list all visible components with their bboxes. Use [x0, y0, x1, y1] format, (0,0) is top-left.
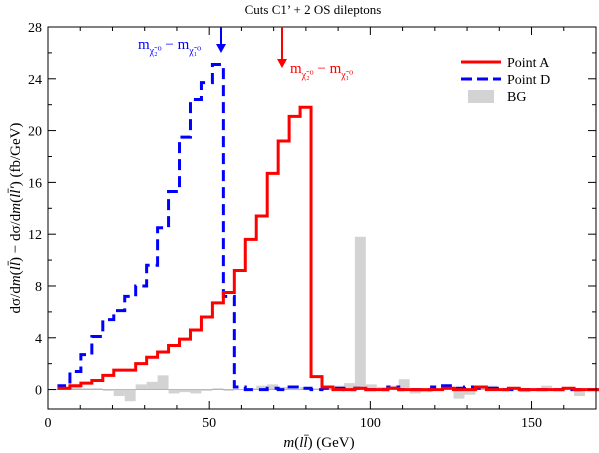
bg-bar	[256, 385, 268, 390]
plot-frame	[47, 26, 597, 410]
legend: Point A Point D BG	[461, 56, 550, 105]
series-line-point-a	[57, 105, 599, 392]
legend-label-point-d: Point D	[507, 73, 550, 88]
bg-bar	[168, 389, 180, 394]
bg-bar	[453, 389, 465, 399]
y-tick-label: 16	[28, 176, 42, 191]
bg-bar	[212, 388, 224, 390]
bg-bar	[190, 389, 202, 394]
bg-bar	[365, 384, 377, 390]
signal-series	[48, 63, 599, 392]
series-line-point-d	[57, 63, 599, 392]
x-tick-label: 150	[521, 416, 542, 431]
bg-bar	[311, 388, 322, 390]
bg-bar	[354, 236, 366, 390]
bg-bar	[574, 389, 586, 397]
bg-bar	[267, 384, 279, 390]
x-tick-label: 50	[202, 416, 216, 431]
arrow-point-a: mχ̃₂⁰ − mχ̃₁⁰	[277, 27, 353, 81]
bg-bar	[179, 389, 191, 393]
y-tick-label: 0	[35, 384, 42, 399]
bg-bar	[464, 389, 476, 395]
legend-label-point-a: Point A	[507, 56, 550, 71]
bg-bar	[69, 386, 81, 390]
axis-ticks	[47, 26, 597, 409]
annotation-mass-diff-a: mχ̃₂⁰ − mχ̃₁⁰	[290, 61, 353, 81]
bg-bar	[102, 389, 114, 391]
x-tick-labels: 0 50 100 150	[45, 416, 543, 431]
y-tick-label: 4	[35, 332, 42, 347]
bg-series	[69, 236, 596, 402]
bg-bar	[135, 384, 147, 390]
y-tick-label: 8	[35, 280, 42, 295]
legend-swatch-bg	[468, 90, 494, 103]
bg-bar	[201, 389, 213, 391]
bg-bar	[223, 389, 235, 391]
bg-bar	[157, 375, 169, 390]
bg-bar	[409, 389, 421, 394]
bg-bar	[80, 388, 92, 390]
x-axis-label: m(ll̄) (GeV)	[283, 435, 354, 451]
annotation-mass-diff-d: mχ̃₂⁰ − mχ̃₁⁰	[138, 37, 201, 57]
bg-bar	[113, 389, 125, 397]
bg-bar	[343, 383, 355, 390]
bg-bar	[146, 381, 158, 390]
legend-label-bg: BG	[507, 90, 526, 105]
y-tick-label: 24	[28, 73, 42, 88]
chart-title: Cuts C1’ + 2 OS dileptons	[245, 2, 382, 17]
bg-bar	[398, 379, 410, 390]
y-tick-label: 20	[28, 125, 42, 140]
y-tick-labels: 0 4 8 12 16 20 24 28	[28, 21, 42, 399]
y-tick-label: 28	[28, 21, 42, 36]
y-axis-label: dσ/dm(ll̄) − dσ/dm(ll̄′) (fb/GeV)	[8, 123, 24, 314]
arrow-point-d: mχ̃₂⁰ − mχ̃₁⁰	[138, 27, 226, 57]
bg-bar	[124, 389, 136, 402]
x-tick-label: 0	[45, 416, 52, 431]
x-tick-label: 100	[360, 416, 381, 431]
bg-bar	[541, 385, 553, 390]
bg-bar	[91, 388, 103, 390]
y-tick-label: 12	[28, 228, 42, 243]
